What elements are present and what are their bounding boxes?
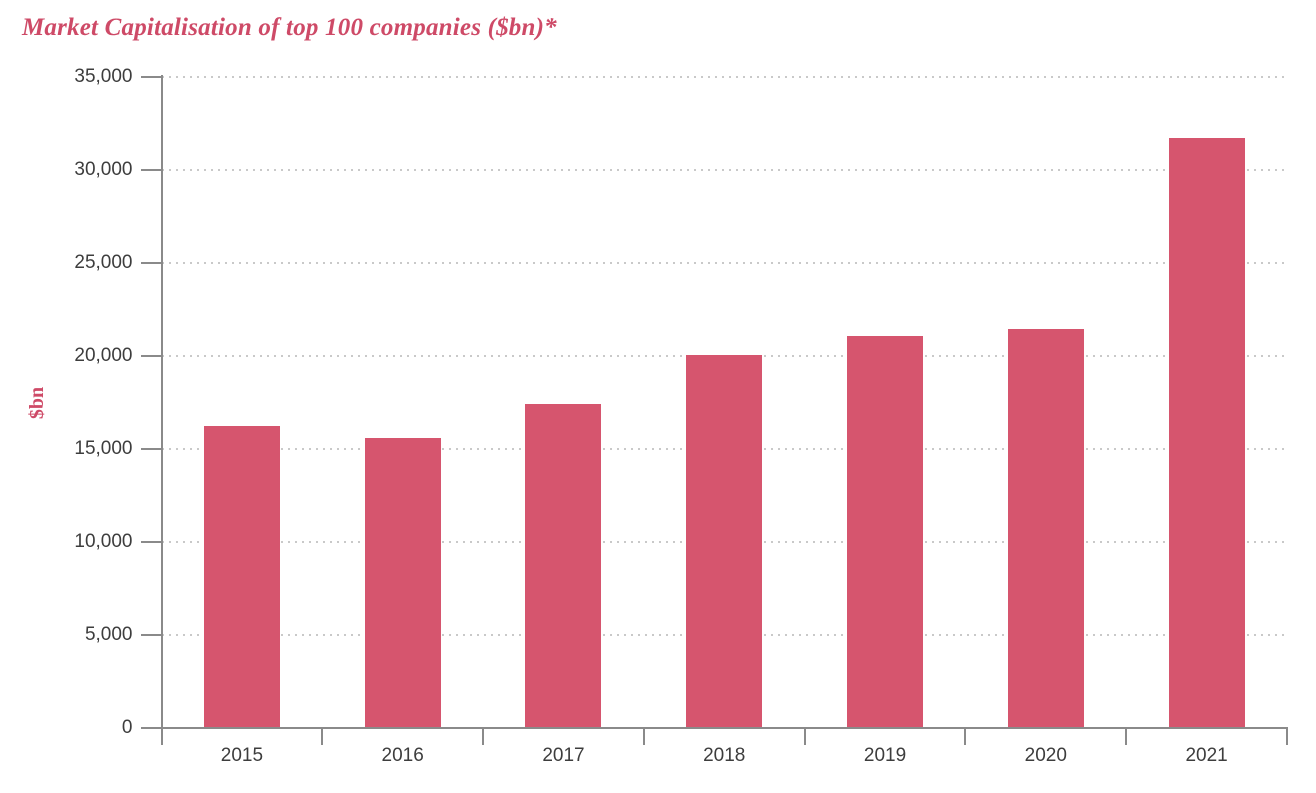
y-tick-label: 5,000	[84, 624, 133, 645]
x-tick	[803, 727, 806, 745]
y-axis-line	[160, 75, 163, 745]
y-tick	[140, 76, 162, 78]
bar-2021	[1168, 137, 1245, 727]
x-tick-label: 2020	[1024, 745, 1067, 766]
x-tick	[964, 727, 967, 745]
bar-2020	[1007, 328, 1084, 727]
x-tick-label: 2015	[220, 745, 264, 766]
y-tick-label: 20,000	[74, 345, 133, 366]
x-tick	[321, 727, 324, 745]
y-tick-label: 35,000	[74, 66, 133, 87]
x-tick-label: 2018	[703, 745, 746, 766]
y-tick	[140, 355, 162, 357]
bar-2019	[847, 335, 924, 727]
y-tick-label: 25,000	[74, 252, 133, 273]
y-tick-label: 0	[121, 717, 133, 738]
gridline	[161, 169, 1287, 171]
x-tick	[1125, 727, 1128, 745]
y-tick	[140, 634, 162, 636]
gridline	[161, 262, 1287, 264]
x-tick-label: 2016	[381, 745, 424, 766]
x-tick-label: 2021	[1185, 745, 1228, 766]
x-tick	[1286, 727, 1288, 745]
bar-2018	[686, 355, 763, 727]
y-tick	[140, 448, 162, 450]
bar-2015	[203, 425, 280, 727]
gridline	[161, 76, 1287, 78]
x-tick-label: 2019	[863, 745, 907, 766]
y-tick	[140, 262, 162, 264]
y-tick-label: 15,000	[74, 438, 133, 459]
y-tick-label: 30,000	[74, 159, 133, 180]
y-tick	[140, 541, 162, 543]
bar-2016	[364, 438, 441, 727]
x-tick	[642, 727, 645, 745]
y-tick-label: 10,000	[74, 531, 133, 552]
y-tick	[140, 169, 162, 171]
bar-2017	[525, 404, 602, 727]
x-axis-line	[140, 727, 1288, 729]
x-tick-label: 2017	[542, 745, 585, 766]
x-tick	[482, 727, 485, 745]
chart-title: Market Capitalisation of top 100 compani…	[22, 14, 557, 41]
